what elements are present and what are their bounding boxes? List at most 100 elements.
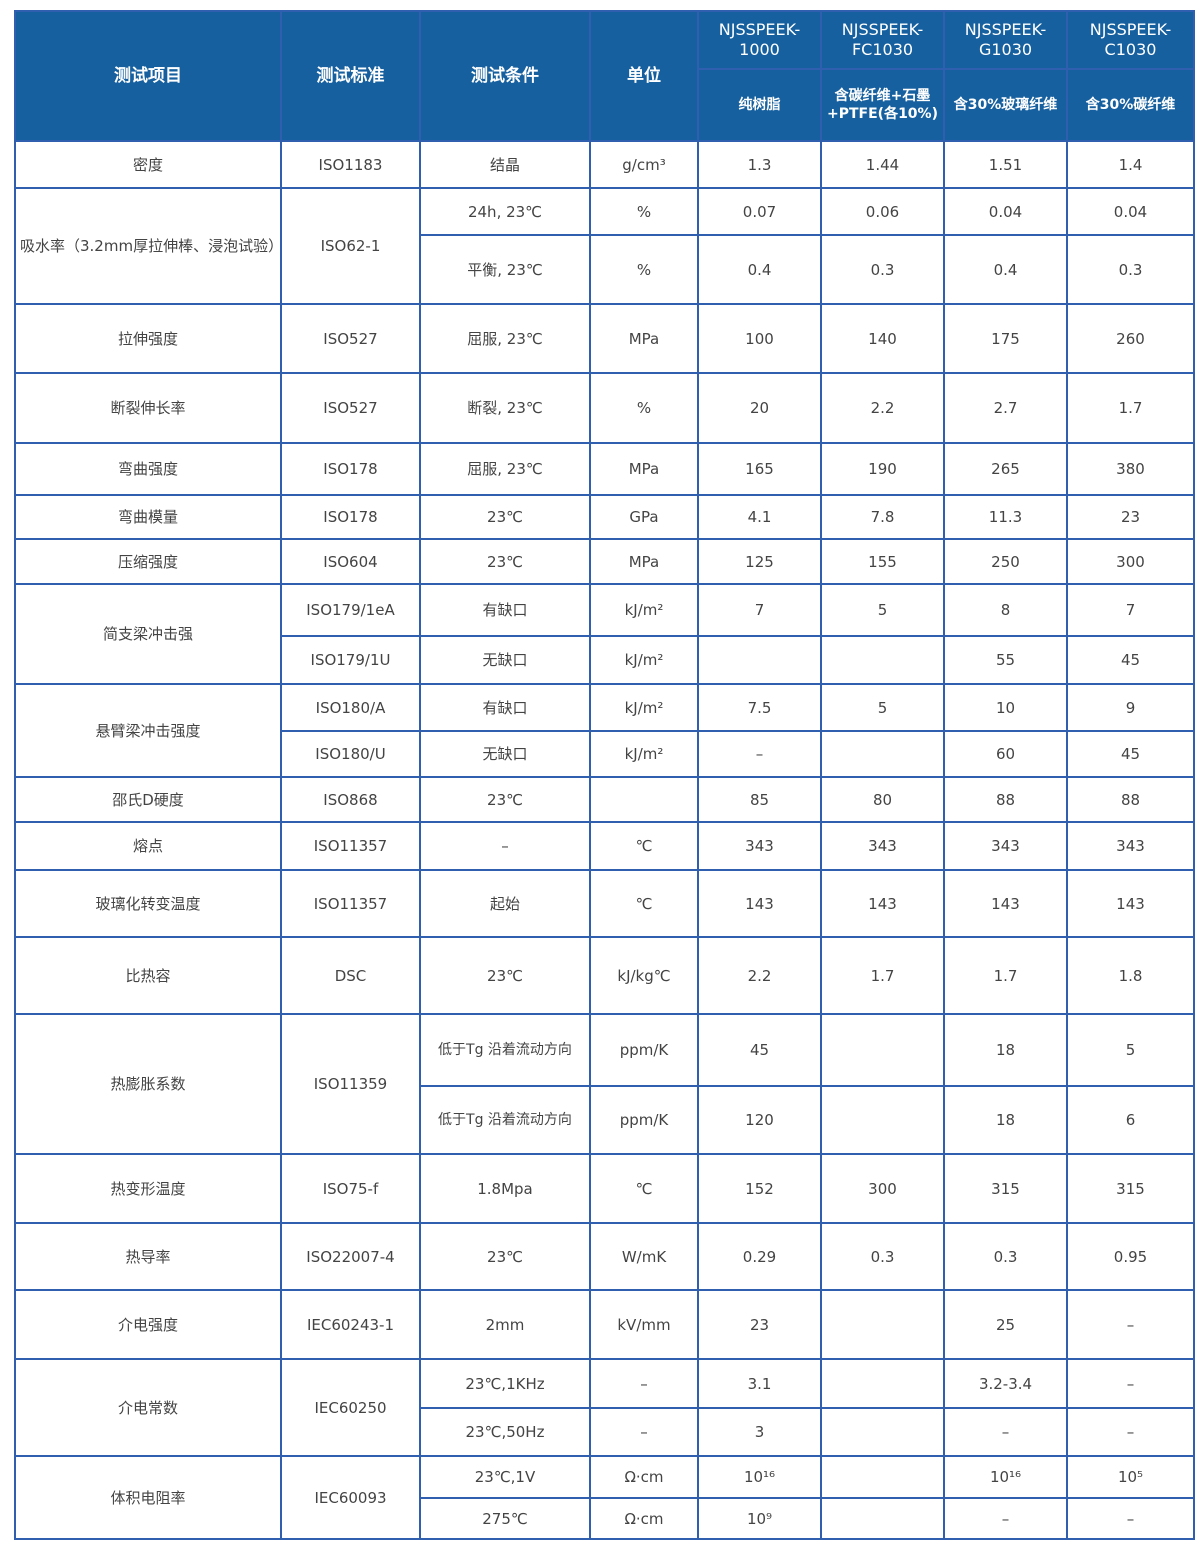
test-condition: 平衡, 23℃ xyxy=(419,234,591,305)
test-condition: 23℃ xyxy=(419,936,591,1015)
unit: kJ/m² xyxy=(589,730,699,778)
value-cell: 2.2 xyxy=(820,372,945,444)
property-name: 密度 xyxy=(14,140,282,189)
value-cell: 5 xyxy=(820,583,945,637)
value-cell: 0.95 xyxy=(1066,1222,1195,1291)
value-cell: 343 xyxy=(1066,821,1195,871)
property-name: 吸水率（3.2mm厚拉伸棒、浸泡试验） xyxy=(14,187,283,305)
test-standard: ISO604 xyxy=(280,538,421,585)
table-row: 低于Tg 沿着流动方向 ppm/K 120 18 6 xyxy=(15,1085,1195,1155)
value-cell: – xyxy=(1066,1497,1195,1540)
value-cell: 1.7 xyxy=(820,936,945,1015)
value-cell: 143 xyxy=(943,869,1068,938)
value-cell: 343 xyxy=(943,821,1068,871)
value-cell: 0.3 xyxy=(820,1222,945,1291)
header-item: 测试项目 xyxy=(14,10,282,142)
unit: – xyxy=(589,1407,699,1457)
test-standard: ISO180/U xyxy=(280,730,421,778)
unit: MPa xyxy=(589,538,699,585)
property-name: 介电强度 xyxy=(14,1289,282,1360)
value-cell: 23 xyxy=(1066,494,1195,540)
table-row: 压缩强度 ISO604 23℃ MPa 125 155 250 300 xyxy=(14,538,1195,585)
property-name: 玻璃化转变温度 xyxy=(14,869,282,938)
test-standard: ISO527 xyxy=(280,372,421,444)
value-cell: 0.4 xyxy=(943,234,1068,305)
value-cell xyxy=(820,1085,945,1155)
value-cell: 10 xyxy=(943,683,1068,732)
value-cell: 4.1 xyxy=(697,494,822,540)
test-condition: 屈服, 23℃ xyxy=(419,442,591,496)
value-cell: 20 xyxy=(697,372,822,444)
value-cell: 0.3 xyxy=(943,1222,1068,1291)
test-standard: ISO179/1eA xyxy=(280,583,421,637)
test-condition: 1.8Mpa xyxy=(419,1153,591,1224)
value-cell: 0.3 xyxy=(1066,234,1195,305)
value-cell: 80 xyxy=(820,776,945,823)
value-cell: 11.3 xyxy=(943,494,1068,540)
value-cell: 175 xyxy=(943,303,1068,374)
unit: ℃ xyxy=(589,1153,699,1224)
value-cell: 152 xyxy=(697,1153,822,1224)
property-name: 比热容 xyxy=(14,936,282,1015)
header-product-name: NJSSPEEK-FC1030 xyxy=(820,10,945,70)
test-standard: DSC xyxy=(280,936,421,1015)
test-condition: 275℃ xyxy=(419,1497,591,1540)
value-cell: 1.4 xyxy=(1066,140,1195,189)
table-row: 介电常数 IEC60250 23℃,1KHz –3.1 3.2-3.4– xyxy=(14,1358,1195,1457)
table-row: 简支梁冲击强 ISO179/1eA 有缺口 kJ/m² 7 5 8 7 xyxy=(14,583,1195,685)
property-name: 断裂伸长率 xyxy=(14,372,282,444)
property-name: 简支梁冲击强 xyxy=(14,583,282,685)
value-cell: 140 xyxy=(820,303,945,374)
table-row: 热变形温度 ISO75-f 1.8Mpa ℃ 152 300 315 315 xyxy=(14,1153,1195,1224)
value-cell: 3 xyxy=(697,1407,822,1457)
value-cell: 1.44 xyxy=(820,140,945,189)
property-name: 拉伸强度 xyxy=(14,303,282,374)
table-row: 玻璃化转变温度 ISO11357 起始 ℃ 143 143 143 143 xyxy=(14,869,1195,938)
unit: kJ/m² xyxy=(589,635,699,685)
unit: GPa xyxy=(589,494,699,540)
test-condition: 无缺口 xyxy=(419,730,591,778)
property-name: 热导率 xyxy=(14,1222,282,1291)
unit: % xyxy=(589,234,699,305)
unit: Ω·cm xyxy=(589,1497,699,1540)
value-cell: 165 xyxy=(697,442,822,496)
test-condition: 屈服, 23℃ xyxy=(419,303,591,374)
value-cell: 23 xyxy=(697,1289,822,1360)
value-cell: 125 xyxy=(697,538,822,585)
value-cell: 3.2-3.4 xyxy=(943,1358,1068,1409)
value-cell: 380 xyxy=(1066,442,1195,496)
header-standard: 测试标准 xyxy=(280,10,421,142)
table-row: 介电强度 IEC60243-1 2mm kV/mm 23 25– xyxy=(14,1289,1195,1360)
value-cell: 10⁵ xyxy=(1066,1455,1195,1499)
unit: MPa xyxy=(589,442,699,496)
value-cell: 120 xyxy=(697,1085,822,1155)
test-standard: ISO178 xyxy=(280,442,421,496)
property-name: 体积电阻率 xyxy=(14,1455,282,1540)
value-cell: 343 xyxy=(820,821,945,871)
unit: kV/mm xyxy=(589,1289,699,1360)
value-cell: 1.7 xyxy=(943,936,1068,1015)
test-condition: 起始 xyxy=(419,869,591,938)
header-product-name: NJSSPEEK-C1030 xyxy=(1066,10,1195,70)
test-condition: 23℃,1KHz xyxy=(419,1358,591,1409)
unit xyxy=(589,776,699,823)
test-condition: – xyxy=(419,821,591,871)
value-cell: 8 xyxy=(943,583,1068,637)
property-name: 介电常数 xyxy=(14,1358,282,1457)
test-standard: ISO1183 xyxy=(280,140,421,189)
value-cell: 9 xyxy=(1066,683,1195,732)
value-cell: 2.7 xyxy=(943,372,1068,444)
unit: MPa xyxy=(589,303,699,374)
unit: % xyxy=(589,372,699,444)
header-product-desc: 含30%碳纤维 xyxy=(1066,67,1195,143)
test-condition: 低于Tg 沿着流动方向 xyxy=(419,1085,591,1155)
value-cell: 0.3 xyxy=(820,234,945,305)
unit: g/cm³ xyxy=(589,140,699,189)
value-cell: 10¹⁶ xyxy=(697,1455,822,1499)
test-standard: ISO180/A xyxy=(280,683,421,732)
unit: ℃ xyxy=(589,869,699,938)
value-cell: 250 xyxy=(943,538,1068,585)
value-cell: 45 xyxy=(697,1013,822,1087)
value-cell: 55 xyxy=(943,635,1068,685)
value-cell: 0.04 xyxy=(1066,187,1195,236)
